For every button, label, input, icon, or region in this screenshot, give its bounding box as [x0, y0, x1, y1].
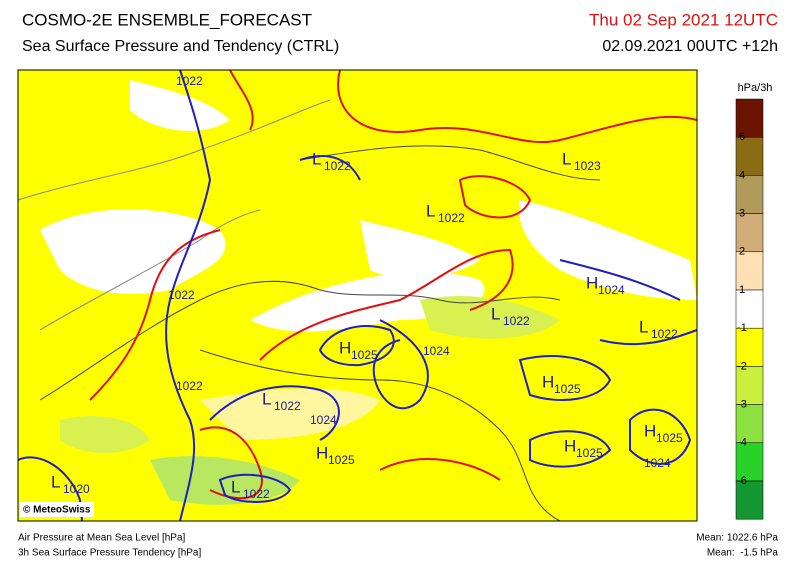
colorbar-label: 1 [739, 284, 745, 296]
footer-left: Air Pressure at Mean Sea Level [hPa] [18, 533, 186, 544]
pressure-symbol: L [426, 201, 435, 220]
colorbar-box [735, 289, 764, 329]
isobar-label: 1023 [574, 159, 601, 173]
pressure-symbol: L [562, 149, 571, 168]
colorbar-label: 6 [739, 131, 745, 143]
isobar-label: 1022 [274, 399, 301, 413]
colorbar-box [735, 213, 764, 253]
colorbar-label: -3 [737, 399, 747, 411]
isobar-label: 1022 [651, 327, 678, 341]
isobar-label: 1022 [176, 379, 203, 393]
title: COSMO-2E ENSEMBLE_FORECAST [22, 10, 312, 29]
colorbar-box [735, 136, 764, 176]
pressure-symbol: L [491, 304, 500, 323]
colorbar: 6 4 3 2 1 -1 -2 -3 -4 -6 [735, 98, 764, 520]
pressure-symbol: L [231, 477, 240, 496]
isobar-label: 1022 [176, 74, 203, 88]
isobar-label: 1022 [324, 159, 351, 173]
valid-time: Thu 02 Sep 2021 12UTC [589, 10, 778, 29]
pressure-symbol: H [316, 443, 328, 462]
isobar-label: 1025 [328, 453, 355, 467]
pressure-symbol: H [586, 273, 598, 292]
isobar-label: 1022 [503, 314, 530, 328]
colorbar-label: 3 [739, 208, 745, 220]
colorbar-box [735, 442, 764, 482]
pressure-symbol: L [312, 149, 321, 168]
colorbar-label: 2 [739, 246, 745, 258]
pressure-symbol: H [644, 421, 656, 440]
footer-right: Mean: 1022.6 hPa [696, 533, 778, 544]
footer-right: Mean: -1.5 hPa [707, 548, 779, 559]
isobar-label: 1022 [438, 211, 465, 225]
isobar-label: 1020 [63, 482, 90, 496]
isobar-label: 1025 [554, 382, 581, 396]
isobar-label: 1024 [423, 344, 450, 358]
colorbar-box [735, 480, 764, 520]
isobar-label: 1022 [243, 487, 270, 501]
pressure-symbol: L [51, 472, 60, 491]
isobar-label: 1024 [310, 413, 337, 427]
colorbar-unit: hPa/3h [738, 82, 773, 94]
isobar-label: 1025 [576, 446, 603, 460]
subtitle: Sea Surface Pressure and Tendency (CTRL) [22, 38, 339, 55]
colorbar-label: 4 [739, 169, 745, 181]
colorbar-label: -4 [737, 437, 747, 449]
colorbar-box [735, 251, 764, 291]
colorbar-box [735, 366, 764, 405]
pressure-symbol: H [564, 436, 576, 455]
isobar-label: 1025 [656, 431, 683, 445]
footer-left: 3h Sea Surface Pressure Tendency [hPa] [18, 548, 201, 559]
pressure-symbol: L [639, 317, 648, 336]
isobar-label: 1022 [168, 288, 195, 302]
isobar-label: 1024 [644, 456, 671, 470]
run-time: 02.09.2021 00UTC +12h [602, 38, 778, 55]
colorbar-box [735, 175, 764, 214]
pressure-symbol: H [339, 338, 351, 357]
isobar-label: 1024 [598, 283, 625, 297]
colorbar-label: -6 [737, 475, 747, 487]
colorbar-label: -1 [737, 322, 747, 334]
colorbar-box [735, 327, 764, 367]
isobar-label: 1025 [351, 348, 378, 362]
pressure-symbol: L [262, 389, 271, 408]
pressure-symbol: H [542, 372, 554, 391]
colorbar-label: -2 [737, 360, 747, 372]
credit: © MeteoSwiss [23, 505, 91, 516]
